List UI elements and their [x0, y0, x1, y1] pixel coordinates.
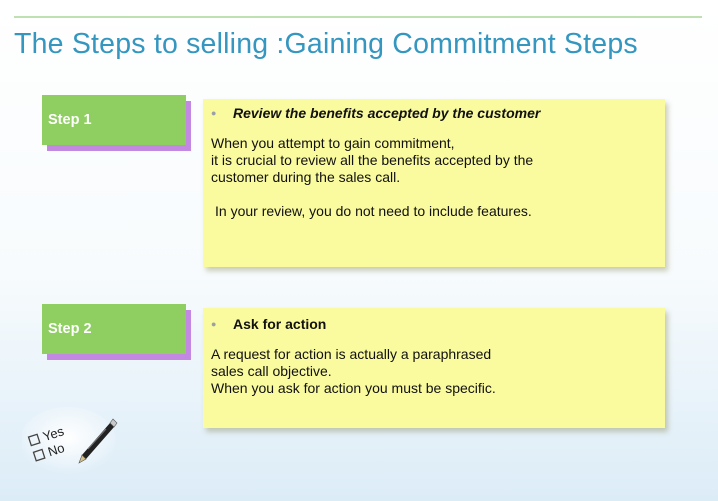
spacer: [211, 186, 655, 203]
bullet-icon: ●: [211, 108, 217, 118]
pen-icon: [78, 418, 118, 464]
bullet-icon: ●: [211, 319, 217, 329]
checkbox-yes-no-pen-icon: Yes No: [22, 407, 118, 475]
step-2-tab: Step 2: [42, 304, 186, 354]
step-1-body-line: customer during the sales call.: [211, 169, 401, 185]
step-2-label: Step 2: [48, 321, 92, 337]
step-1-note: ● Review the benefits accepted by the cu…: [203, 99, 665, 267]
step-2-body-line: A request for action is actually a parap…: [211, 346, 492, 362]
step-1-tab: Step 1: [42, 95, 186, 145]
step-1-heading-row: ● Review the benefits accepted by the cu…: [211, 105, 655, 122]
step-1-extra-line: In your review, you do not need to inclu…: [215, 203, 532, 219]
step-1-heading: Review the benefits accepted by the cust…: [233, 105, 541, 121]
title-divider: [14, 16, 702, 18]
step-1-label: Step 1: [48, 112, 92, 128]
step-2-heading: Ask for action: [233, 316, 327, 332]
step-1-body-line: it is crucial to review all the benefits…: [211, 152, 534, 168]
clipart-yes-label: Yes: [41, 423, 66, 444]
step-2-body-line: sales call objective.: [211, 363, 332, 379]
step-1-body-line: When you attempt to gain commitment,: [211, 135, 455, 151]
step-2-heading-row: ● Ask for action: [211, 316, 655, 333]
step-2-body-line: When you ask for action you must be spec…: [211, 380, 496, 396]
clipart-no-label: No: [46, 440, 66, 459]
slide-title: The Steps to selling :Gaining Commitment…: [14, 28, 638, 60]
step-2-note: ● Ask for action A request for action is…: [203, 308, 665, 428]
